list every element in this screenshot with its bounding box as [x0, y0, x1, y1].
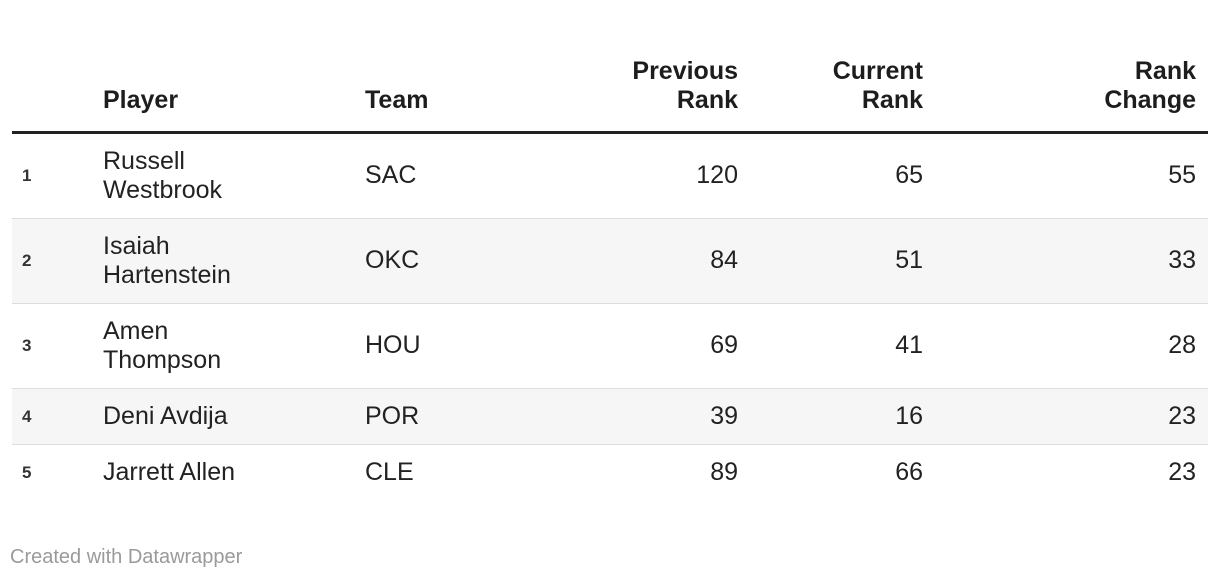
- previous-rank-cell: 120: [696, 161, 738, 189]
- rank-change-cell: 28: [929, 302, 1208, 388]
- table-body: 1 Russell Westbrook SAC 120 65 55 2 Isai…: [12, 132, 1208, 500]
- player-cell: Deni Avdija: [102, 387, 364, 444]
- team-cell: OKC: [364, 217, 519, 303]
- row-number: 5: [12, 443, 102, 500]
- current-rank-cell: 51: [744, 217, 929, 303]
- header-player: Player: [102, 0, 364, 134]
- header-rank-change-label: Rank Change: [1104, 56, 1196, 114]
- previous-rank-cell: 69: [519, 302, 744, 388]
- header-previous-rank: Previous Rank: [519, 0, 744, 134]
- header-current-rank-label: Current Rank: [832, 56, 923, 114]
- datawrapper-attribution-link[interactable]: Created with Datawrapper: [10, 545, 243, 568]
- table-header: Player Team Previous Rank Current Rank R…: [12, 0, 1208, 134]
- player-name: Isaiah Hartenstein: [103, 231, 231, 289]
- table-row: 3 Amen Thompson HOU 69 41 28: [12, 302, 1208, 388]
- rank-change-cell: 55: [1168, 161, 1196, 189]
- current-rank-cell: 66: [744, 443, 929, 500]
- previous-rank-cell: 39: [519, 387, 744, 444]
- rank-change-cell: 33: [929, 217, 1208, 303]
- player-cell: Jarrett Allen: [102, 443, 364, 500]
- table-row: 1 Russell Westbrook SAC 120 65 55: [12, 132, 1208, 218]
- table-row: 5 Jarrett Allen CLE 89 66 23: [12, 443, 1208, 500]
- rank-change-table: Player Team Previous Rank Current Rank R…: [12, 0, 1208, 500]
- header-previous-rank-label: Previous Rank: [632, 56, 738, 114]
- current-rank-cell: 65: [895, 161, 923, 189]
- row-number: 1: [22, 166, 32, 185]
- team-cell: HOU: [364, 302, 519, 388]
- player-name: Russell Westbrook: [103, 146, 223, 204]
- header-rank-change: Rank Change: [929, 0, 1208, 134]
- row-number: 2: [12, 217, 102, 303]
- player-name: Deni Avdija: [103, 401, 228, 430]
- header-row-number: [12, 0, 102, 134]
- player-cell: Amen Thompson: [102, 302, 364, 388]
- player-cell: Isaiah Hartenstein: [102, 217, 364, 303]
- current-rank-cell: 16: [744, 387, 929, 444]
- team-cell: SAC: [365, 161, 417, 189]
- header-team: Team: [364, 0, 519, 134]
- rank-change-cell: 23: [929, 443, 1208, 500]
- team-cell: CLE: [364, 443, 519, 500]
- previous-rank-cell: 84: [519, 217, 744, 303]
- header-row: Player Team Previous Rank Current Rank R…: [12, 0, 1208, 134]
- row-number: 3: [12, 302, 102, 388]
- rank-change-cell: 23: [929, 387, 1208, 444]
- current-rank-cell: 41: [744, 302, 929, 388]
- team-cell: POR: [364, 387, 519, 444]
- table-row: 2 Isaiah Hartenstein OKC 84 51 33: [12, 217, 1208, 303]
- player-name: Amen Thompson: [103, 316, 222, 374]
- header-current-rank: Current Rank: [744, 0, 929, 134]
- row-number: 4: [12, 387, 102, 444]
- previous-rank-cell: 89: [519, 443, 744, 500]
- player-cell: Russell Westbrook: [102, 132, 364, 218]
- player-name: Jarrett Allen: [103, 457, 236, 486]
- table-row: 4 Deni Avdija POR 39 16 23: [12, 387, 1208, 444]
